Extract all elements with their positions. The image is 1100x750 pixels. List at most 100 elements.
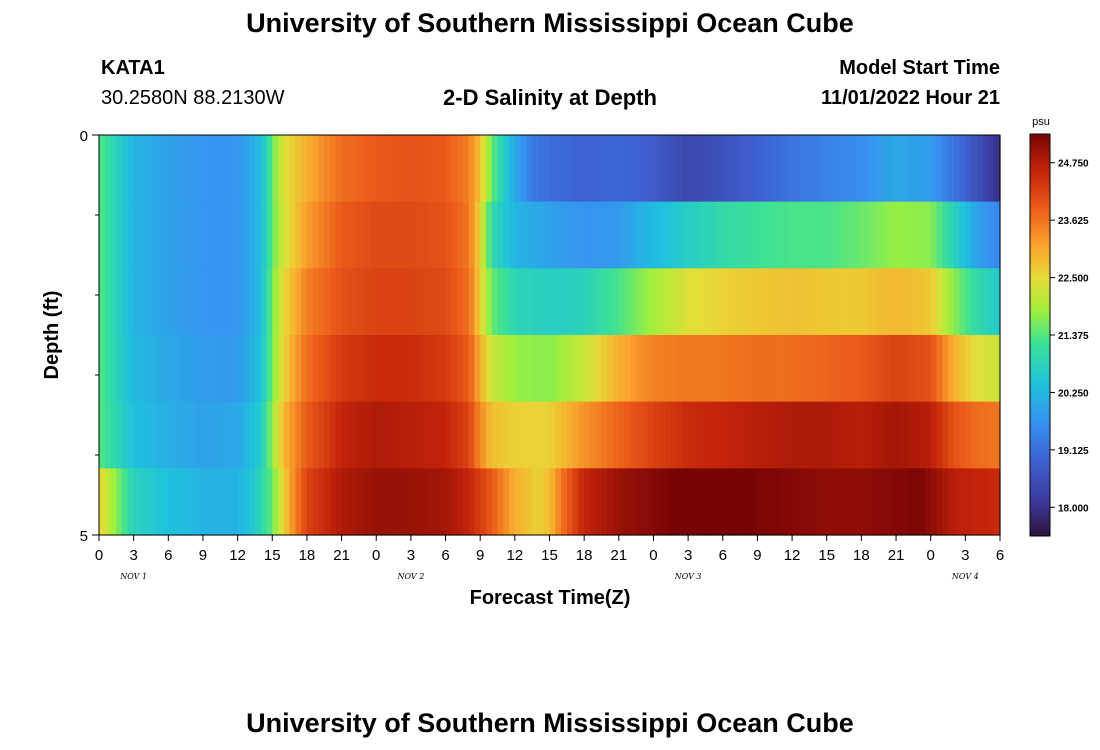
heatmap-cell xyxy=(174,401,181,469)
heatmap-cell xyxy=(485,135,493,203)
heatmap-cell xyxy=(907,335,914,403)
heatmap-cell xyxy=(959,335,966,403)
heatmap-cell xyxy=(670,135,678,203)
heatmap-cell xyxy=(110,468,117,536)
heatmap-cell xyxy=(249,201,256,269)
heatmap-cell xyxy=(763,135,770,203)
heatmap-cell xyxy=(774,135,782,203)
heatmap-cell xyxy=(99,468,106,536)
heatmap-cell xyxy=(757,401,764,469)
heatmap-cell xyxy=(393,401,400,469)
heatmap-cell xyxy=(312,268,320,336)
heatmap-cell xyxy=(197,401,204,469)
heatmap-cell xyxy=(341,468,348,536)
heatmap-cell xyxy=(468,468,476,536)
colorbar-step xyxy=(1030,321,1050,326)
heatmap-cell xyxy=(503,268,510,336)
heatmap-cell xyxy=(197,268,204,336)
heatmap-cell xyxy=(185,135,193,203)
heatmap-cell xyxy=(139,468,146,536)
heatmap-cell xyxy=(127,335,135,403)
heatmap-cell xyxy=(688,135,695,203)
heatmap-cell xyxy=(237,335,244,403)
heatmap-cell xyxy=(278,135,285,203)
heatmap-cell xyxy=(716,201,724,269)
heatmap-cell xyxy=(924,335,932,403)
heatmap-cell xyxy=(942,201,949,269)
heatmap-cell xyxy=(457,468,464,536)
heatmap-cell xyxy=(803,401,811,469)
heatmap-cell xyxy=(942,268,949,336)
heatmap-cell xyxy=(145,268,152,336)
colorbar-step xyxy=(1030,509,1050,514)
colorbar-step xyxy=(1030,448,1050,453)
heatmap-cell xyxy=(994,201,1001,269)
colorbar-step xyxy=(1030,140,1050,145)
heatmap-cell xyxy=(572,468,579,536)
heatmap-cell xyxy=(283,268,291,336)
heatmap-cell xyxy=(127,468,135,536)
heatmap-cell xyxy=(561,201,568,269)
heatmap-cell xyxy=(272,268,279,336)
heatmap-cell xyxy=(797,268,805,336)
heatmap-cell xyxy=(872,201,880,269)
heatmap-cell xyxy=(145,401,152,469)
heatmap-cell xyxy=(566,335,574,403)
heatmap-cell xyxy=(249,335,256,403)
x-tick-label: 21 xyxy=(888,547,905,564)
heatmap-cell xyxy=(254,135,262,203)
heatmap-cell xyxy=(618,135,626,203)
colorbar-step xyxy=(1030,298,1050,302)
heatmap-cell xyxy=(936,268,943,336)
heatmap-cell xyxy=(410,201,418,269)
colorbar-step xyxy=(1030,519,1050,524)
heatmap-cell xyxy=(924,268,932,336)
heatmap-cell xyxy=(243,268,250,336)
heatmap-cell xyxy=(682,268,689,336)
heatmap-cell xyxy=(693,268,701,336)
heatmap-cell xyxy=(278,201,285,269)
day-label: NOV 3 xyxy=(674,572,702,581)
heatmap-cell xyxy=(324,201,331,269)
heatmap-cell xyxy=(589,201,597,269)
x-tick-label: 9 xyxy=(476,547,484,564)
heatmap-cell xyxy=(740,335,747,403)
y-tick-label: 5 xyxy=(80,528,88,545)
heatmap-cell xyxy=(965,201,972,269)
heatmap-cell xyxy=(283,468,291,536)
colorbar-step xyxy=(1030,241,1050,246)
heatmap-cell xyxy=(988,135,995,203)
heatmap-cell xyxy=(168,268,175,336)
heatmap-cell xyxy=(699,468,707,536)
heatmap-cell xyxy=(647,401,655,469)
heatmap-cell xyxy=(780,468,787,536)
heatmap-cell xyxy=(254,335,262,403)
colorbar-step xyxy=(1030,190,1050,195)
heatmap-cell xyxy=(844,201,851,269)
heatmap-cell xyxy=(751,201,759,269)
heatmap-cell xyxy=(237,401,244,469)
heatmap-cell xyxy=(497,468,504,536)
heatmap-cell xyxy=(578,201,585,269)
heatmap-cell xyxy=(353,201,360,269)
heatmap-cell xyxy=(578,268,585,336)
colorbar-step xyxy=(1030,388,1050,393)
heatmap-cell xyxy=(202,201,210,269)
heatmap-cell xyxy=(867,268,874,336)
colorbar-step xyxy=(1030,214,1050,219)
heatmap-cell xyxy=(988,335,995,403)
x-tick-label: 0 xyxy=(927,547,935,564)
colorbar-step xyxy=(1030,278,1050,282)
colorbar-tick-label: 18.000 xyxy=(1058,503,1089,514)
heatmap-cell xyxy=(532,335,539,403)
heatmap-cell xyxy=(353,335,360,403)
heatmap-cell xyxy=(220,335,227,403)
heatmap-cell xyxy=(537,268,545,336)
heatmap-cell xyxy=(312,401,320,469)
heatmap-cell xyxy=(283,335,291,403)
heatmap-cell xyxy=(295,335,302,403)
heatmap-cell xyxy=(416,401,424,469)
colorbar-step xyxy=(1030,331,1050,336)
colorbar-step xyxy=(1030,308,1050,313)
heatmap-cell xyxy=(312,201,320,269)
